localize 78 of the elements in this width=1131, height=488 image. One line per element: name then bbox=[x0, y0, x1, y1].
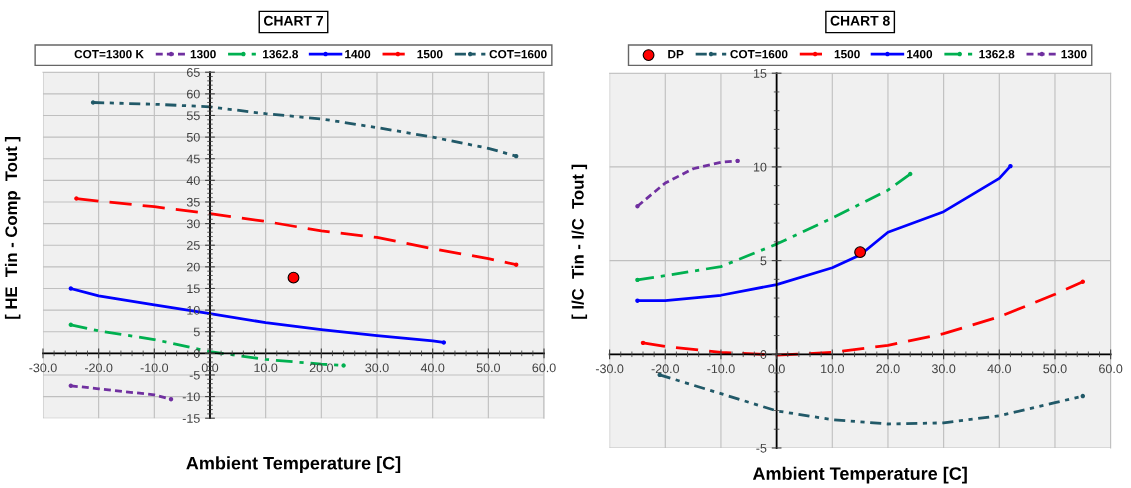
y-tick-label: 15 bbox=[187, 284, 200, 294]
y-tick-label: 0 bbox=[760, 350, 767, 359]
y-tick-label: 15 bbox=[753, 69, 767, 78]
legend-label: 1300 bbox=[190, 49, 216, 59]
chart-title: CHART 7 bbox=[263, 15, 323, 26]
y-tick-label: 65 bbox=[187, 68, 200, 77]
y-tick-label: 50 bbox=[186, 132, 200, 142]
y-tick-label: -5 bbox=[189, 370, 200, 380]
x-tick-label: 10.0 bbox=[254, 363, 278, 373]
point bbox=[1080, 393, 1086, 399]
x-tick-label: -20.0 bbox=[651, 364, 680, 374]
legend-label: COT=1600 bbox=[489, 49, 547, 59]
y-axis-title: [ HE Tin - Comp Tout ] bbox=[4, 137, 21, 319]
point bbox=[341, 363, 346, 368]
x-tick-label: 30.0 bbox=[365, 363, 389, 373]
y-tick-label: 35 bbox=[186, 197, 200, 207]
x-tick-label: 60.0 bbox=[1099, 364, 1123, 374]
x-tick-label: 20.0 bbox=[876, 364, 900, 374]
x-tick-label: 40.0 bbox=[987, 364, 1011, 374]
legend-label: 1400 bbox=[907, 49, 933, 59]
x-tick-label: -10.0 bbox=[140, 363, 169, 373]
y-tick-label: 5 bbox=[193, 327, 200, 337]
x-tick-label: -30.0 bbox=[595, 364, 624, 374]
y-tick-label: 20 bbox=[186, 262, 200, 272]
point bbox=[441, 340, 447, 345]
legend-title: COT=1300 K bbox=[74, 49, 144, 59]
legend-label: 1400 bbox=[345, 49, 371, 59]
legend-label: DP bbox=[668, 50, 684, 59]
y-tick-label: 25 bbox=[186, 241, 200, 250]
point bbox=[908, 171, 913, 177]
x-tick-label: -30.0 bbox=[29, 363, 57, 373]
x-tick-label: 60.0 bbox=[532, 363, 556, 373]
y-tick-label: 5 bbox=[760, 256, 767, 266]
y-tick-label: 0 bbox=[193, 349, 200, 358]
chart-title: CHART 8 bbox=[830, 15, 890, 26]
y-tick-label: 60 bbox=[187, 89, 200, 99]
point bbox=[74, 196, 79, 201]
legend-label: 1362.8 bbox=[263, 49, 299, 59]
y-axis-title: [ I/C Tin - I/C Tout ] bbox=[571, 164, 588, 319]
point bbox=[635, 298, 640, 303]
point bbox=[68, 286, 74, 291]
point bbox=[287, 271, 300, 284]
point bbox=[1080, 279, 1086, 284]
y-tick-label: -5 bbox=[756, 443, 767, 453]
legend-label: 1300 bbox=[1061, 49, 1087, 59]
x-axis-title: Ambient Temperature [C] bbox=[186, 456, 401, 474]
point bbox=[735, 158, 740, 164]
legend-label: 1362.8 bbox=[979, 49, 1015, 59]
legend-label: 1500 bbox=[417, 49, 443, 59]
point bbox=[1008, 163, 1013, 169]
y-tick-label: 30 bbox=[186, 219, 200, 229]
x-tick-label: 20.0 bbox=[309, 363, 334, 373]
x-tick-label: 10.0 bbox=[821, 364, 844, 374]
point bbox=[854, 246, 867, 259]
legend-label: 1500 bbox=[834, 49, 860, 59]
point bbox=[635, 204, 640, 209]
y-tick-label: 55 bbox=[186, 111, 200, 121]
point bbox=[168, 396, 174, 402]
x-tick-label: 50.0 bbox=[476, 363, 501, 373]
y-tick-label: -15 bbox=[182, 414, 200, 423]
x-tick-label: -20.0 bbox=[84, 363, 113, 373]
x-tick-label: 40.0 bbox=[420, 363, 445, 373]
y-tick-label: 45 bbox=[186, 154, 200, 164]
point bbox=[513, 262, 519, 267]
point bbox=[513, 153, 519, 159]
point bbox=[635, 277, 640, 283]
y-tick-label: 40 bbox=[186, 176, 200, 185]
point bbox=[68, 383, 74, 389]
point bbox=[640, 340, 646, 346]
x-axis-title: Ambient Temperature [C] bbox=[752, 466, 967, 484]
legend-label: COT=1600 bbox=[730, 49, 788, 59]
x-tick-label: 30.0 bbox=[931, 364, 956, 374]
x-tick-label: -10.0 bbox=[707, 364, 735, 374]
point bbox=[68, 322, 74, 328]
point bbox=[90, 100, 96, 105]
y-tick-label: -10 bbox=[182, 392, 200, 402]
y-tick-label: 10 bbox=[753, 162, 767, 172]
x-tick-label: 50.0 bbox=[1043, 364, 1067, 374]
